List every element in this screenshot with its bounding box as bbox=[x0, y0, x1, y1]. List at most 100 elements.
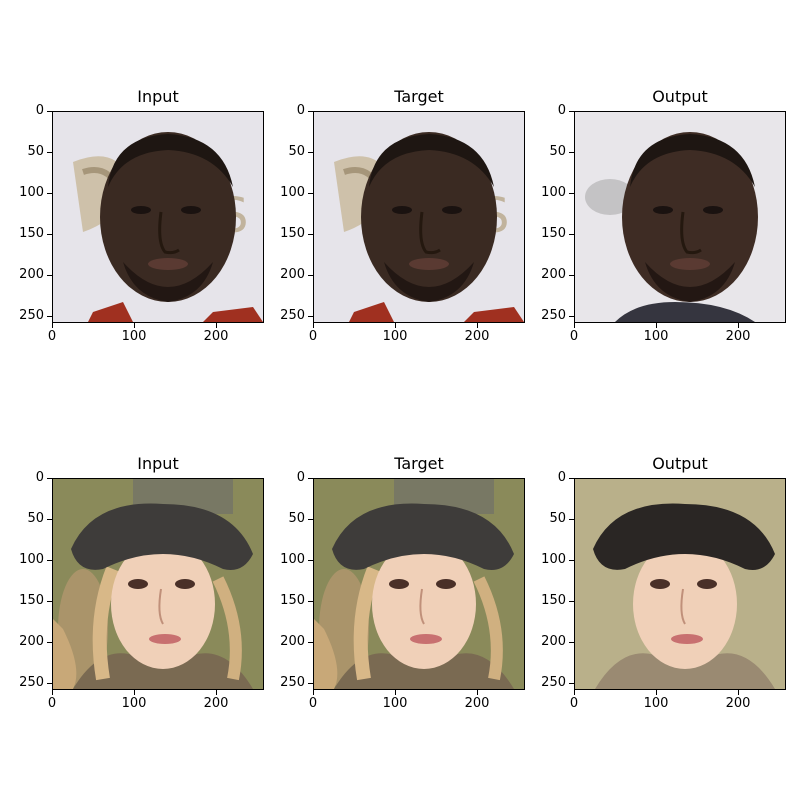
y-tick-label: 0 bbox=[557, 470, 566, 485]
y-tick-label: 0 bbox=[35, 470, 44, 485]
image-panel: Input 0 50 100 150 200 250 0 100 200 bbox=[19, 454, 264, 711]
y-tick-mark bbox=[308, 519, 313, 521]
x-tick-label: 0 bbox=[569, 329, 579, 344]
y-tick-mark bbox=[47, 601, 52, 603]
y-tick-mark bbox=[47, 683, 52, 685]
y-tick-label: 0 bbox=[296, 470, 305, 485]
face-image bbox=[574, 111, 786, 323]
y-tick-mark bbox=[308, 111, 313, 112]
x-tick-mark bbox=[216, 323, 218, 328]
image-panel: Output 0 50 100 150 200 250 0 100 200 bbox=[541, 454, 786, 711]
y-tick-mark bbox=[308, 642, 313, 644]
x-tick-mark bbox=[738, 690, 740, 695]
y-tick-mark bbox=[569, 234, 574, 236]
y-tick-mark bbox=[569, 478, 574, 479]
y-tick-label: 150 bbox=[19, 593, 44, 609]
x-tick-label: 100 bbox=[121, 329, 147, 344]
y-tick-mark bbox=[47, 234, 52, 236]
x-tick-label: 200 bbox=[464, 329, 490, 344]
y-tick-label: 200 bbox=[19, 267, 44, 283]
y-tick-label: 100 bbox=[19, 552, 44, 568]
y-tick-mark bbox=[47, 316, 52, 318]
y-tick-label: 100 bbox=[280, 185, 305, 201]
y-tick-label: 100 bbox=[541, 185, 566, 201]
y-tick-mark bbox=[47, 111, 52, 112]
x-tick-mark bbox=[477, 323, 479, 328]
x-tick-mark bbox=[656, 323, 658, 328]
y-tick-label: 50 bbox=[27, 511, 44, 527]
y-tick-mark bbox=[308, 275, 313, 277]
y-tick-label: 250 bbox=[541, 675, 566, 691]
x-tick-label: 0 bbox=[47, 696, 57, 711]
y-tick-label: 100 bbox=[541, 552, 566, 568]
y-tick-label: 0 bbox=[296, 103, 305, 118]
y-tick-label: 150 bbox=[541, 226, 566, 242]
y-tick-label: 200 bbox=[280, 267, 305, 283]
y-tick-label: 50 bbox=[288, 144, 305, 160]
y-tick-mark bbox=[569, 152, 574, 154]
y-tick-label: 150 bbox=[280, 593, 305, 609]
y-tick-mark bbox=[569, 193, 574, 195]
panel-title: Input bbox=[137, 454, 179, 473]
x-tick-label: 0 bbox=[308, 696, 318, 711]
y-tick-mark bbox=[308, 560, 313, 562]
image-panel: Target 0 50 100 150 200 250 0 100 200 bbox=[280, 454, 525, 711]
y-tick-mark bbox=[569, 560, 574, 562]
y-tick-label: 100 bbox=[19, 185, 44, 201]
x-tick-mark bbox=[574, 323, 575, 328]
y-tick-label: 50 bbox=[27, 144, 44, 160]
x-tick-label: 100 bbox=[643, 696, 669, 711]
panel-title: Input bbox=[137, 87, 179, 106]
panel-title: Target bbox=[394, 454, 444, 473]
y-tick-label: 50 bbox=[549, 144, 566, 160]
x-tick-label: 200 bbox=[725, 696, 751, 711]
y-tick-label: 250 bbox=[280, 675, 305, 691]
y-tick-label: 0 bbox=[35, 103, 44, 118]
x-tick-mark bbox=[52, 323, 53, 328]
x-tick-mark bbox=[395, 690, 397, 695]
y-tick-mark bbox=[569, 601, 574, 603]
y-tick-mark bbox=[47, 642, 52, 644]
y-tick-mark bbox=[308, 193, 313, 195]
y-tick-label: 150 bbox=[19, 226, 44, 242]
y-tick-mark bbox=[569, 275, 574, 277]
image-panel: Output 0 50 100 150 200 250 0 100 200 bbox=[541, 87, 786, 344]
x-tick-mark bbox=[313, 690, 314, 695]
y-tick-mark bbox=[569, 519, 574, 521]
y-tick-label: 150 bbox=[280, 226, 305, 242]
y-tick-label: 50 bbox=[288, 511, 305, 527]
x-tick-mark bbox=[52, 690, 53, 695]
y-tick-label: 150 bbox=[541, 593, 566, 609]
x-tick-label: 200 bbox=[203, 329, 229, 344]
y-tick-mark bbox=[308, 601, 313, 603]
x-tick-label: 0 bbox=[569, 696, 579, 711]
x-tick-label: 200 bbox=[725, 329, 751, 344]
x-tick-mark bbox=[656, 690, 658, 695]
y-tick-mark bbox=[308, 316, 313, 318]
y-tick-label: 50 bbox=[549, 511, 566, 527]
x-tick-mark bbox=[574, 690, 575, 695]
x-tick-mark bbox=[134, 690, 136, 695]
y-tick-label: 200 bbox=[19, 634, 44, 650]
y-tick-label: 250 bbox=[19, 308, 44, 324]
y-tick-mark bbox=[308, 234, 313, 236]
y-tick-label: 250 bbox=[19, 675, 44, 691]
y-tick-label: 250 bbox=[280, 308, 305, 324]
y-tick-mark bbox=[47, 519, 52, 521]
face-image bbox=[574, 478, 786, 690]
face-image: S bbox=[52, 111, 264, 323]
image-panel: InputS0501001502002500100200 bbox=[19, 87, 264, 344]
x-tick-mark bbox=[134, 323, 136, 328]
x-tick-label: 100 bbox=[643, 329, 669, 344]
y-tick-label: 0 bbox=[557, 103, 566, 118]
x-tick-label: 200 bbox=[203, 696, 229, 711]
x-tick-mark bbox=[395, 323, 397, 328]
y-tick-mark bbox=[569, 683, 574, 685]
x-tick-mark bbox=[477, 690, 479, 695]
y-tick-mark bbox=[47, 560, 52, 562]
y-tick-mark bbox=[47, 478, 52, 479]
y-tick-mark bbox=[569, 316, 574, 318]
y-tick-label: 100 bbox=[280, 552, 305, 568]
x-tick-label: 0 bbox=[47, 329, 57, 344]
face-image bbox=[313, 478, 525, 690]
